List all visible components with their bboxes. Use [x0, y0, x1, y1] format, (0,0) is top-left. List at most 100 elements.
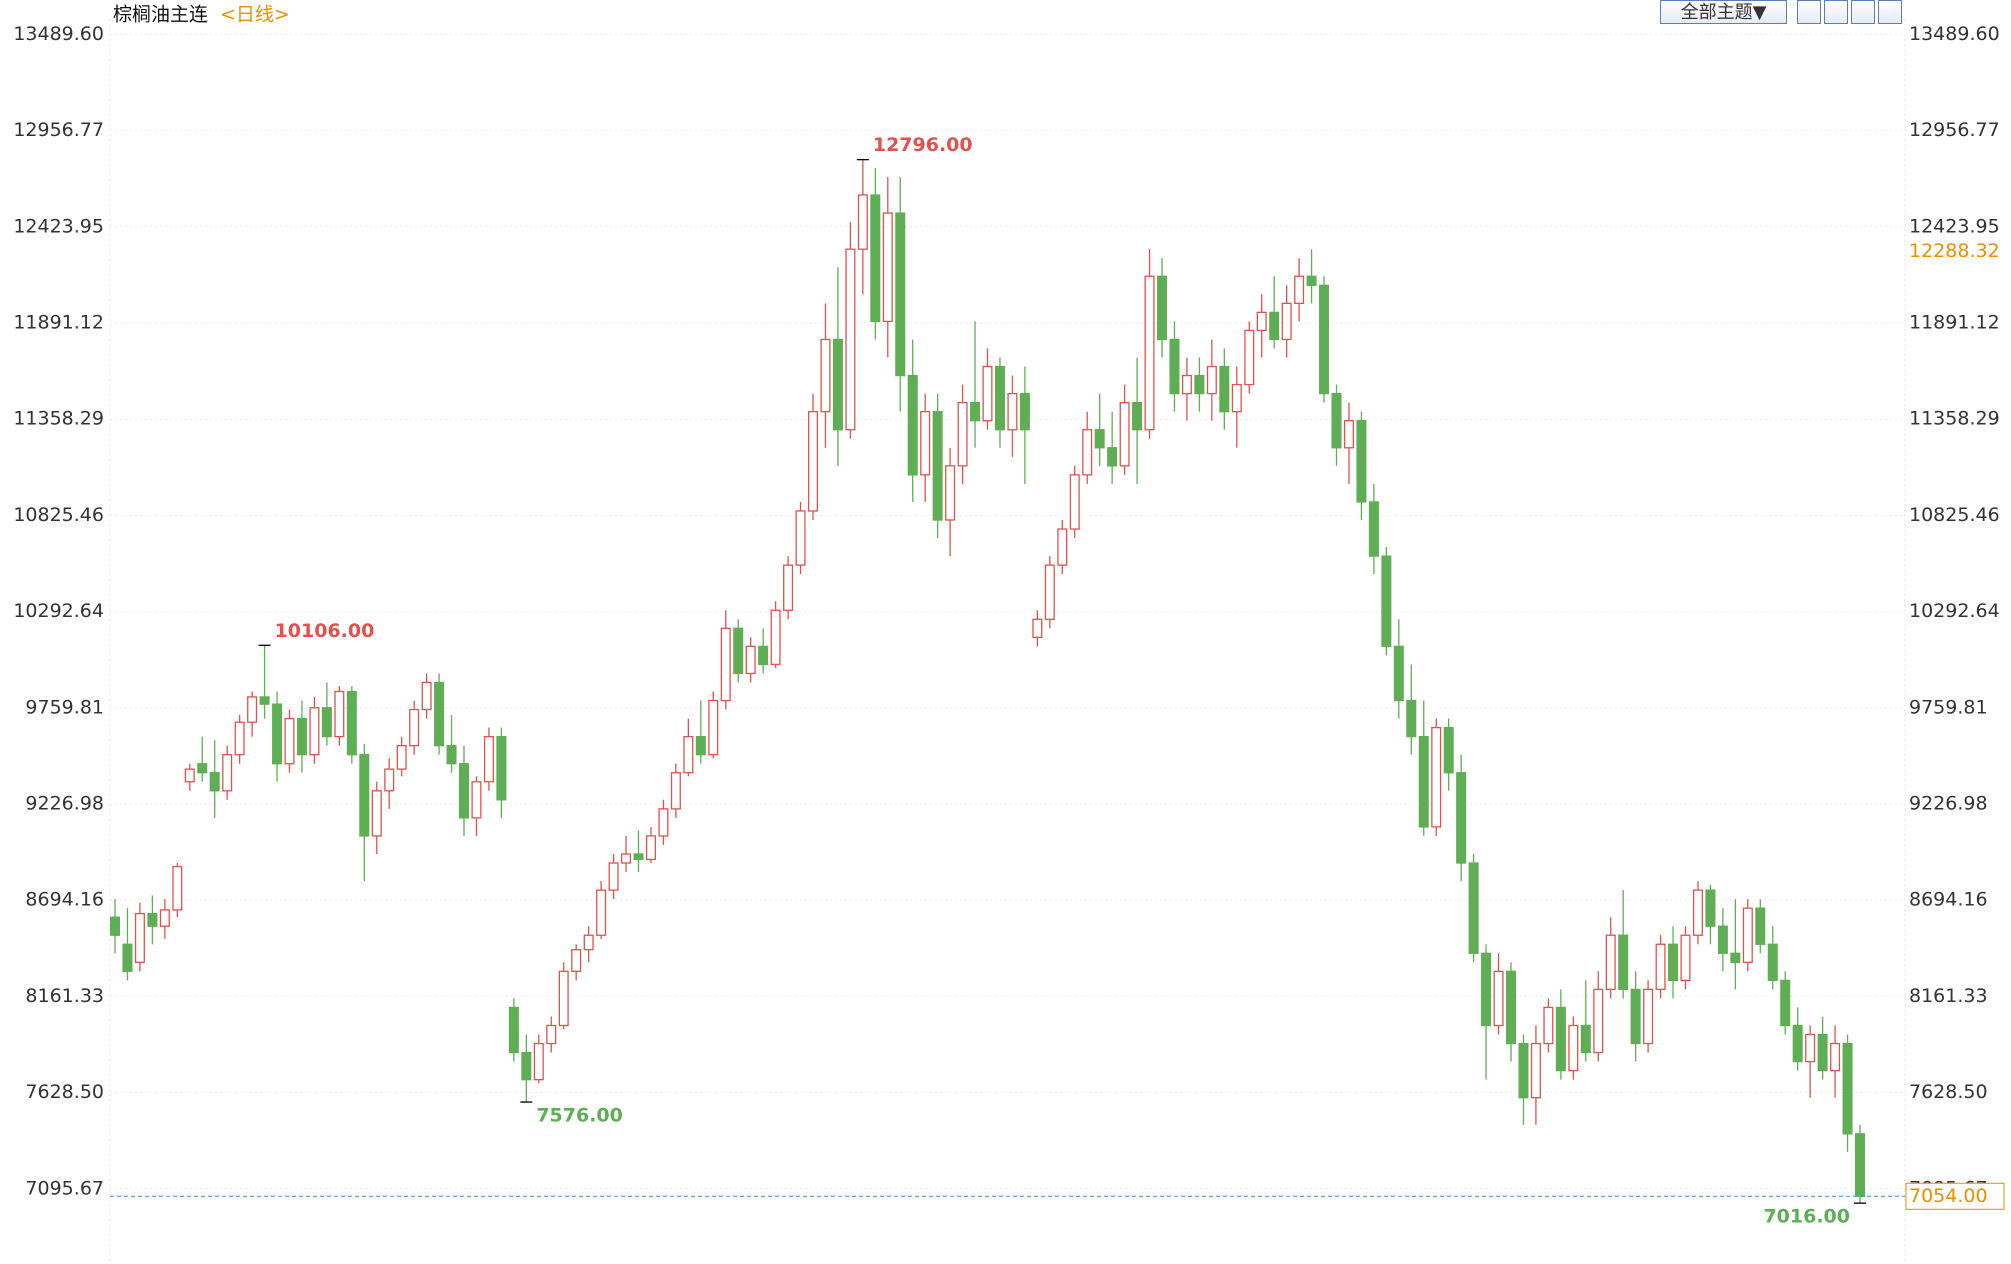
candle-body [695, 735, 706, 756]
candle-body [346, 690, 357, 756]
candle-body [1256, 311, 1267, 332]
candle-body [708, 699, 719, 756]
candle-body [309, 707, 320, 756]
candle-body [521, 1051, 532, 1081]
candle-body [1418, 735, 1429, 828]
candle-body [1805, 1033, 1816, 1063]
candle-body [421, 681, 432, 711]
y-tick-label-right: 9226.98 [1909, 792, 1988, 814]
candle-body [1468, 862, 1479, 954]
candle-body [259, 696, 270, 705]
candle-body [845, 248, 856, 431]
candle-body [1705, 889, 1716, 927]
candle-body [247, 696, 258, 723]
candle-body [396, 745, 407, 770]
tool-icon[interactable] [1878, 0, 1902, 24]
candle-body [807, 411, 819, 512]
candle-body [1580, 1024, 1591, 1054]
candle-body [384, 768, 395, 792]
candle-body [1518, 1042, 1529, 1099]
candle-body [621, 853, 632, 864]
candle-body [1019, 392, 1030, 431]
y-tick-label-right: 8161.33 [1909, 985, 1988, 1007]
candle-body [1119, 401, 1130, 467]
candle-body [1842, 1042, 1853, 1135]
candle-body [122, 943, 133, 972]
candle-body [583, 934, 594, 951]
tool-icon[interactable] [1824, 0, 1848, 24]
y-tick-label: 13489.60 [13, 23, 104, 45]
candle-body [733, 627, 744, 675]
candle-body [770, 609, 781, 666]
candle-body [1643, 988, 1654, 1045]
candle-body [907, 374, 918, 476]
candle-body [1481, 952, 1492, 1027]
y-tick-label-right: 11358.29 [1909, 408, 2000, 430]
candle-body [783, 564, 794, 611]
tool-icon[interactable] [1851, 0, 1875, 24]
candle-body [832, 338, 843, 431]
candle-body [1194, 374, 1205, 395]
candle-body [1306, 275, 1317, 286]
candle-body [1493, 970, 1504, 1027]
candle-body [1343, 420, 1354, 449]
chart-subtitle: <日线> [220, 4, 290, 26]
candle-body [1244, 329, 1255, 386]
candle-body [758, 645, 769, 666]
y-tick-label-right: 12423.95 [1909, 215, 2000, 237]
candle-body [633, 853, 644, 861]
candle-body [1082, 429, 1093, 476]
candle-body [558, 970, 569, 1027]
candle-body [1555, 1006, 1566, 1072]
candle-body [458, 763, 470, 819]
candle-body [1568, 1024, 1579, 1072]
candle-body [1630, 988, 1641, 1045]
candle-body [533, 1042, 544, 1081]
candle-body [1319, 284, 1330, 395]
price-marker-label: 7054.00 [1909, 1185, 1988, 1207]
y-tick-label: 10825.46 [13, 504, 104, 526]
candle-body [1044, 564, 1055, 620]
candle-body [932, 411, 943, 521]
annotation-label: 12796.00 [873, 134, 973, 156]
candle-body [1294, 275, 1305, 304]
chart-title: 棕榈油主连 [113, 4, 208, 26]
candle-body [1830, 1042, 1841, 1072]
y-tick-label: 8694.16 [25, 889, 104, 911]
y-tick-label: 9226.98 [25, 792, 104, 814]
candle-body [1792, 1024, 1803, 1063]
candle-body [982, 365, 993, 422]
candle-body [1007, 392, 1018, 431]
candle-body [1730, 952, 1741, 963]
candle-body [159, 909, 170, 927]
candle-body [1132, 401, 1143, 431]
candle-body [508, 1006, 519, 1054]
candle-body [1443, 726, 1454, 774]
candle-body [1331, 392, 1342, 449]
candle-body [483, 735, 494, 783]
y-tick-label: 10292.64 [13, 600, 104, 622]
candle-body [1780, 979, 1791, 1027]
candle-body [197, 763, 208, 774]
candle-body [496, 735, 507, 801]
candle-body [1057, 528, 1068, 566]
candle-body [658, 808, 669, 837]
candle-body [1767, 943, 1778, 982]
candle-body [1094, 429, 1105, 449]
y-tick-label: 8161.33 [25, 985, 104, 1007]
candle-body [1107, 447, 1118, 467]
y-tick-label-right: 11891.12 [1909, 312, 2000, 334]
candle-body [1231, 383, 1242, 413]
candle-body [1692, 889, 1703, 936]
candle-body [1356, 420, 1367, 503]
y-tick-label: 7095.67 [25, 1177, 104, 1199]
candle-body [1169, 338, 1180, 395]
candle-body [296, 717, 307, 756]
y-tick-label-right: 9759.81 [1909, 696, 1988, 718]
y-tick-label-right: 8694.16 [1909, 889, 1988, 911]
candle-body [957, 401, 968, 467]
candle-body [1717, 925, 1728, 954]
theme-button[interactable]: 全部主题▼ [1660, 0, 1787, 24]
tool-icon[interactable] [1797, 0, 1821, 24]
